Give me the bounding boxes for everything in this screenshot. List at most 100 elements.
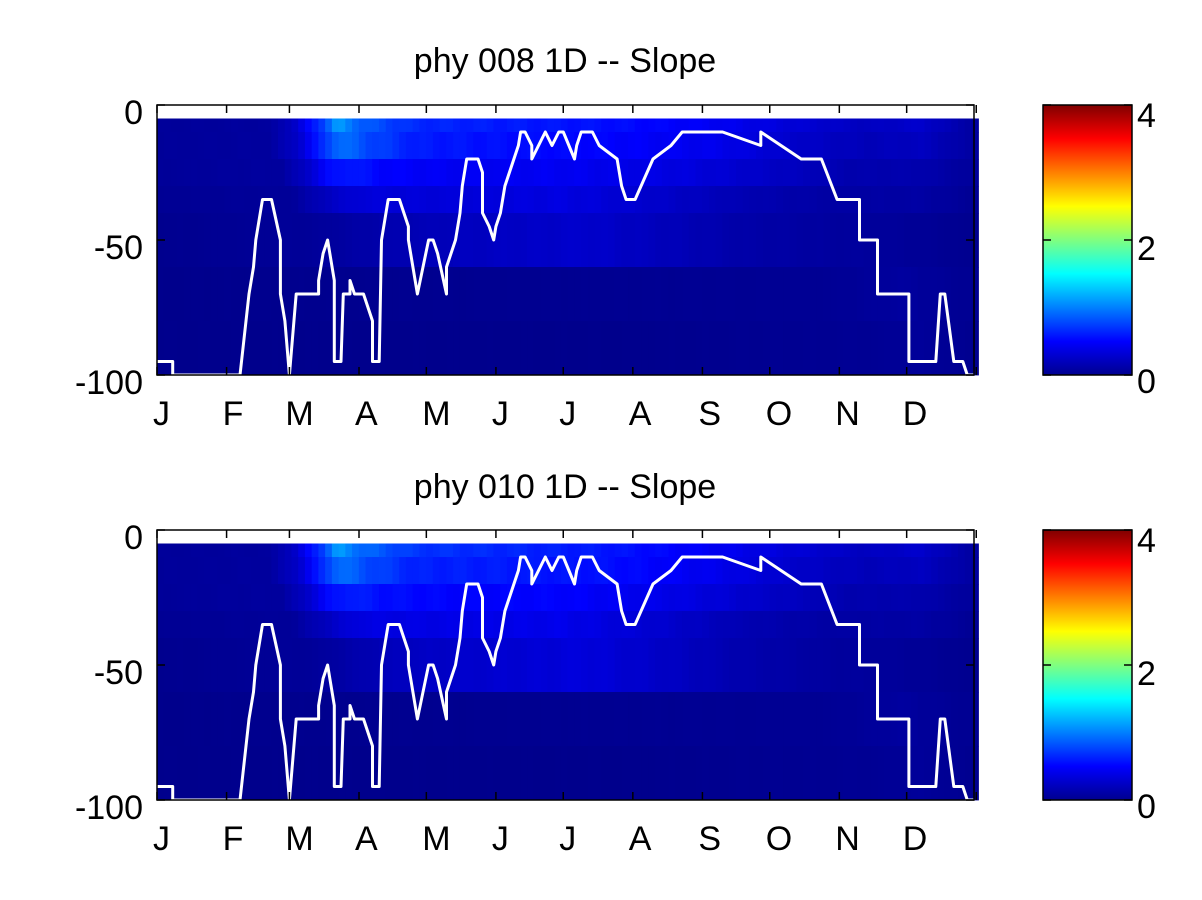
heatmap-cell [493, 118, 501, 133]
heatmap-cell [688, 118, 697, 133]
heatmap-cell [311, 186, 319, 214]
heatmap-cell [439, 213, 447, 268]
heatmap-cell [480, 321, 488, 376]
heatmap-cell [237, 321, 245, 376]
heatmap-cell [634, 584, 643, 612]
heatmap-cell [379, 118, 387, 133]
heatmap-cell [843, 543, 851, 558]
heatmap-cell [702, 746, 710, 801]
heatmap-cell [971, 611, 979, 639]
heatmap-cell [466, 186, 474, 214]
heatmap-cell [264, 159, 272, 187]
heatmap-cell [951, 543, 959, 558]
heatmap-cell [197, 584, 205, 612]
heatmap-cell [601, 118, 609, 133]
heatmap-cell [338, 213, 346, 268]
heatmap-cell [170, 638, 178, 693]
heatmap-cell [742, 321, 750, 376]
heatmap-cell [439, 584, 447, 612]
heatmap-cell [331, 543, 340, 558]
heatmap-cell [796, 118, 804, 133]
heatmap-cell [197, 132, 205, 160]
heatmap-cell [304, 159, 313, 187]
heatmap-cell [648, 692, 656, 747]
heatmap-cell [567, 692, 575, 747]
heatmap-cell [271, 557, 279, 585]
heatmap-cell [917, 692, 926, 747]
heatmap-cell [594, 746, 602, 801]
heatmap-cell [843, 746, 851, 801]
heatmap-cell [224, 638, 232, 693]
heatmap-cell [379, 557, 387, 585]
heatmap-cell [964, 692, 973, 747]
heatmap-cell [628, 557, 636, 585]
heatmap-cell [931, 692, 939, 747]
heatmap-cell [345, 611, 353, 639]
heatmap-cell [190, 557, 198, 585]
heatmap-cell [702, 543, 710, 558]
heatmap-cell [971, 692, 979, 747]
heatmap-cell [466, 746, 474, 801]
heatmap-cell [863, 186, 872, 214]
heatmap-cell [735, 584, 744, 612]
heatmap-cell [661, 543, 670, 558]
heatmap-cell [244, 557, 252, 585]
heatmap-cell [224, 213, 232, 268]
heatmap-cell [318, 321, 326, 376]
heatmap-cell [385, 543, 394, 558]
heatmap-cell [203, 159, 212, 187]
heatmap-cell [453, 118, 461, 133]
heatmap-cell [352, 132, 360, 160]
heatmap-cell [352, 557, 360, 585]
heatmap-cell [520, 132, 528, 160]
heatmap-cell [742, 159, 750, 187]
heatmap-cell [735, 213, 744, 268]
heatmap-cell [749, 267, 757, 322]
heatmap-cell [803, 746, 811, 801]
heatmap-cell [291, 321, 299, 376]
heatmap-cell [614, 132, 623, 160]
heatmap-cell [405, 159, 414, 187]
heatmap-cell [641, 159, 649, 187]
heatmap-cell [816, 584, 825, 612]
heatmap-cell [601, 584, 609, 612]
heatmap-cell [459, 267, 468, 322]
heatmap-cell [971, 543, 979, 558]
heatmap-cell [783, 321, 791, 376]
heatmap-cell [506, 213, 515, 268]
heatmap-cell [863, 267, 872, 322]
heatmap-cell [715, 321, 724, 376]
heatmap-cell [224, 557, 232, 585]
heatmap-cell [836, 118, 845, 133]
heatmap-cell [156, 543, 165, 558]
heatmap-cell [190, 584, 198, 612]
heatmap-cell [156, 118, 165, 133]
heatmap-cell [190, 267, 198, 322]
heatmap-cell [964, 267, 973, 322]
heatmap-cell [480, 267, 488, 322]
heatmap-cell [399, 746, 407, 801]
heatmap-cell [789, 611, 798, 639]
heatmap-cell [601, 186, 609, 214]
heatmap-cell [170, 321, 178, 376]
heatmap-cell [756, 543, 764, 558]
heatmap-cell [257, 321, 266, 376]
heatmap-cell [230, 584, 239, 612]
heatmap-cell [567, 321, 575, 376]
heatmap-cell [621, 213, 629, 268]
heatmap-cell [890, 159, 899, 187]
heatmap-cell [210, 557, 218, 585]
heatmap-cell [298, 186, 306, 214]
heatmap-cell [432, 118, 441, 133]
heatmap-cell [163, 186, 171, 214]
heatmap-cell [392, 213, 400, 268]
heatmap-cell [836, 557, 845, 585]
heatmap-cell [581, 692, 589, 747]
heatmap-cell [399, 321, 407, 376]
heatmap-cell [567, 267, 575, 322]
heatmap-cell [217, 543, 225, 558]
heatmap-cell [156, 692, 165, 747]
heatmap-cell [278, 611, 286, 639]
heatmap-cell [372, 321, 380, 376]
heatmap-cell [958, 611, 966, 639]
